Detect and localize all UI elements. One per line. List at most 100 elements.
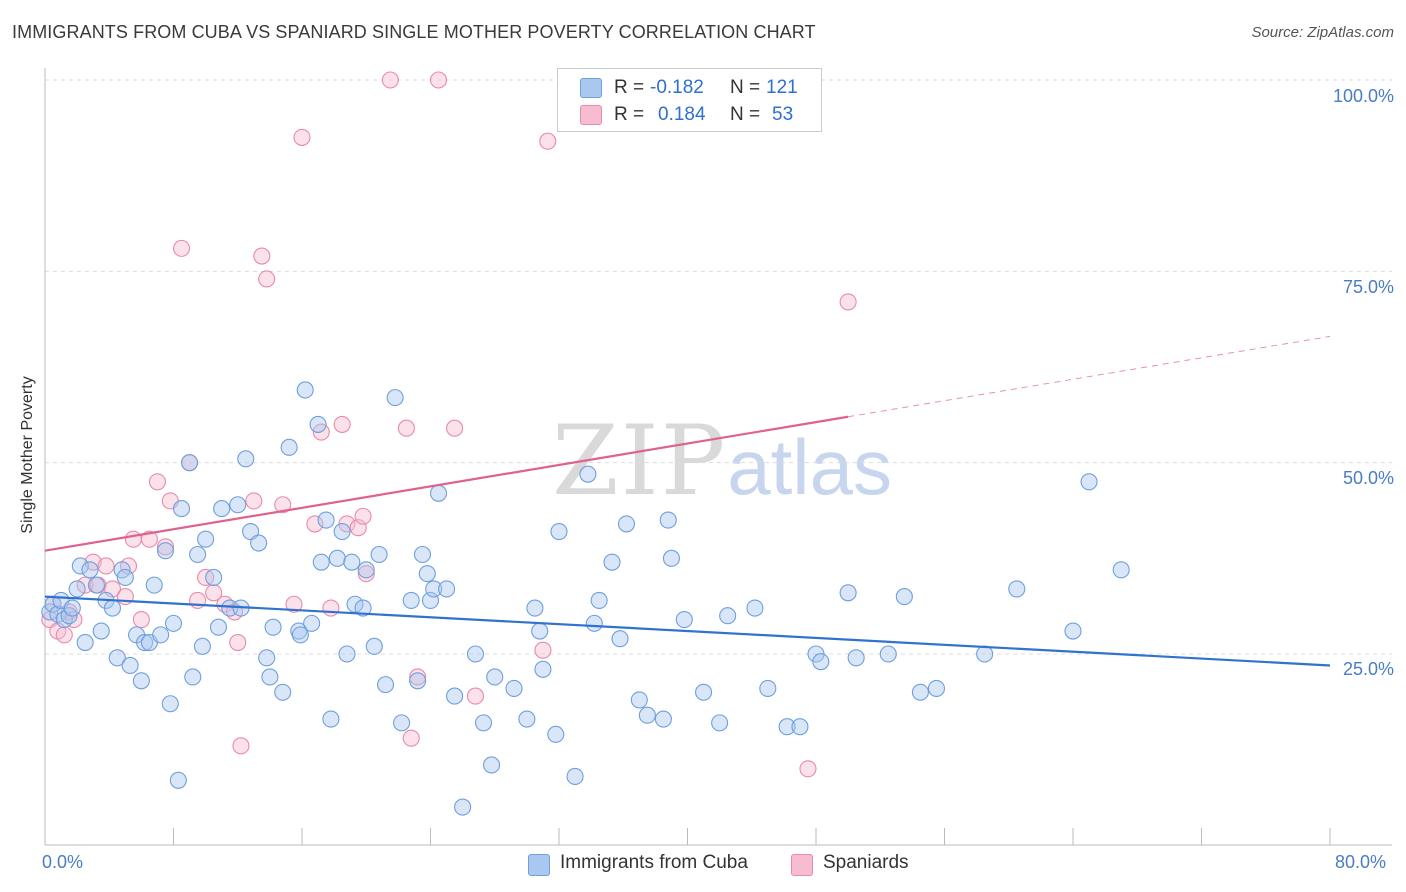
cuba-point bbox=[531, 622, 549, 640]
source-note: Source: ZipAtlas.com bbox=[1251, 24, 1394, 41]
cuba-point bbox=[338, 645, 356, 663]
spaniards-point bbox=[140, 530, 158, 548]
cuba-point bbox=[71, 557, 89, 575]
cuba-point bbox=[132, 672, 150, 690]
cuba-point bbox=[879, 645, 897, 663]
spaniards-trend-extension bbox=[848, 335, 1331, 418]
cuba-point bbox=[526, 599, 544, 617]
legend-n-label: N = bbox=[730, 77, 761, 98]
cuba-point bbox=[87, 576, 105, 594]
cuba-point bbox=[264, 618, 282, 636]
spaniards-point bbox=[148, 473, 166, 491]
spaniards-point bbox=[466, 687, 485, 705]
cuba-point bbox=[719, 607, 737, 625]
correlation-legend: R = -0.182 N = 121 R = 0.184 N = 53 bbox=[557, 68, 822, 132]
spaniards-point bbox=[285, 595, 303, 613]
spaniards-point bbox=[306, 515, 324, 533]
cuba-point bbox=[92, 622, 110, 640]
cuba-point bbox=[662, 549, 680, 567]
cuba-point bbox=[409, 672, 427, 690]
cuba-point bbox=[617, 515, 636, 533]
cuba-point bbox=[911, 683, 929, 701]
cuba-point bbox=[152, 626, 170, 644]
bottom-legend-label: Immigrants from Cuba bbox=[560, 852, 748, 873]
cuba-point bbox=[847, 649, 865, 667]
cuba-point bbox=[654, 710, 672, 728]
cuba-point bbox=[454, 798, 472, 816]
cuba-point bbox=[258, 649, 276, 667]
cuba-point bbox=[1080, 473, 1098, 491]
spaniards-point bbox=[274, 496, 292, 514]
cuba-point bbox=[413, 545, 432, 564]
cuba-point bbox=[136, 633, 154, 652]
cuba-point bbox=[328, 549, 346, 567]
legend-n-value: 121 bbox=[766, 77, 798, 98]
cuba-point bbox=[296, 381, 314, 399]
cuba-point bbox=[291, 626, 309, 644]
spaniards-point bbox=[55, 626, 73, 644]
spaniards-point bbox=[322, 599, 340, 617]
cuba-point bbox=[812, 653, 830, 671]
cuba-point bbox=[184, 668, 202, 686]
cuba-point bbox=[229, 496, 247, 514]
cuba-point bbox=[164, 614, 183, 632]
cuba-point bbox=[189, 545, 207, 564]
cuba-point bbox=[534, 660, 552, 678]
y-tick-label: 75.0% bbox=[1342, 277, 1394, 297]
legend-r-label: R = bbox=[614, 104, 645, 125]
cuba-point bbox=[386, 389, 404, 407]
cuba-point bbox=[1008, 580, 1026, 598]
legend-swatch-cuba bbox=[580, 78, 602, 98]
cuba-point bbox=[429, 484, 448, 502]
cuba-point bbox=[638, 706, 656, 724]
cuba-point bbox=[116, 568, 134, 587]
spaniards-point bbox=[172, 239, 191, 257]
spaniards-trend-line bbox=[44, 415, 849, 552]
spaniards-point bbox=[534, 641, 552, 659]
spaniards-point bbox=[132, 611, 150, 629]
cuba-point bbox=[108, 649, 126, 667]
cuba-point bbox=[486, 668, 504, 686]
cuba-point bbox=[393, 714, 411, 732]
cuba-point bbox=[976, 645, 994, 663]
cuba-point bbox=[695, 683, 713, 701]
cuba-point bbox=[550, 522, 568, 541]
y-tick-label: 50.0% bbox=[1342, 468, 1394, 488]
spaniards-point bbox=[839, 293, 857, 311]
legend-n-label: N = bbox=[730, 104, 761, 125]
cuba-point bbox=[197, 530, 215, 548]
cuba-point bbox=[1112, 561, 1130, 579]
cuba-point bbox=[317, 511, 335, 529]
cuba-point bbox=[209, 618, 228, 636]
cuba-point bbox=[566, 767, 584, 786]
legend-r-value: -0.182 bbox=[650, 77, 704, 98]
cuba-point bbox=[156, 542, 175, 560]
cuba-point bbox=[746, 599, 764, 617]
cuba-point bbox=[418, 565, 436, 583]
spaniards-point bbox=[446, 419, 464, 437]
cuba-point bbox=[354, 599, 372, 617]
bottom-legend-swatch-cuba bbox=[528, 854, 550, 876]
bottom-legend-label: Spaniards bbox=[823, 852, 909, 873]
cuba-point bbox=[438, 580, 456, 598]
spaniards-point bbox=[293, 128, 311, 146]
cuba-point bbox=[205, 568, 223, 587]
spaniards-point bbox=[333, 415, 351, 433]
cuba-point bbox=[425, 580, 443, 598]
cuba-point bbox=[161, 695, 179, 713]
cuba-point bbox=[895, 588, 913, 606]
legend-n-value: 53 bbox=[772, 104, 794, 125]
cuba-point bbox=[547, 725, 565, 743]
cuba-point bbox=[312, 553, 330, 571]
cuba-point bbox=[193, 637, 211, 655]
cuba-point bbox=[280, 438, 298, 456]
legend-r-value: 0.184 bbox=[658, 104, 706, 125]
cuba-point bbox=[303, 614, 321, 632]
cuba-point bbox=[839, 584, 857, 602]
legend-swatch-spaniards bbox=[580, 105, 602, 125]
cuba-point bbox=[446, 687, 464, 705]
legend-r-label: R = bbox=[614, 77, 645, 98]
cuba-point bbox=[630, 691, 648, 709]
cuba-point bbox=[250, 534, 268, 552]
cuba-point bbox=[103, 599, 122, 617]
